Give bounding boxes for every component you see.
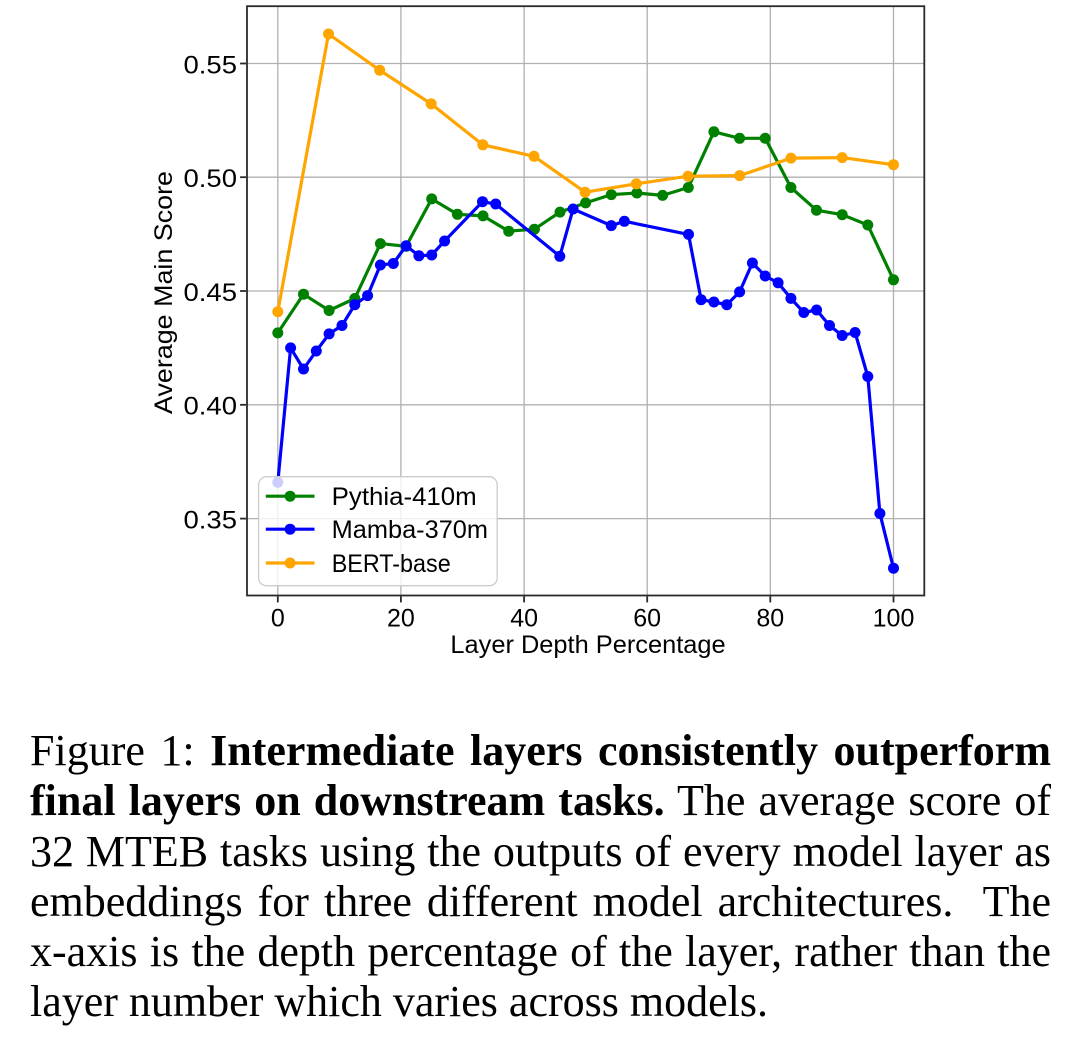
svg-text:Average Main Score: Average Main Score — [150, 171, 178, 414]
svg-text:0.45: 0.45 — [184, 279, 238, 307]
svg-text:BERT-base: BERT-base — [332, 550, 451, 578]
svg-text:80: 80 — [756, 604, 784, 632]
svg-text:40: 40 — [510, 604, 538, 632]
svg-text:100: 100 — [873, 604, 915, 632]
svg-text:Layer Depth Percentage: Layer Depth Percentage — [450, 631, 725, 659]
svg-text:0.55: 0.55 — [184, 51, 238, 79]
svg-text:Pythia-410m: Pythia-410m — [332, 483, 477, 511]
svg-text:0.40: 0.40 — [184, 393, 238, 421]
svg-text:20: 20 — [387, 604, 415, 632]
svg-text:Mamba-370m: Mamba-370m — [332, 516, 488, 544]
svg-text:0: 0 — [271, 604, 285, 632]
svg-text:60: 60 — [633, 604, 661, 632]
svg-text:0.50: 0.50 — [184, 165, 238, 193]
svg-text:0.35: 0.35 — [184, 506, 238, 534]
